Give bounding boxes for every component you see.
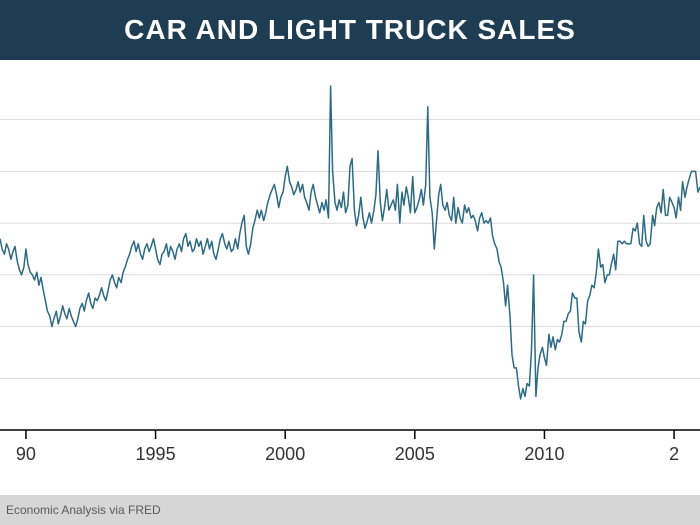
svg-text:90: 90 bbox=[16, 444, 36, 464]
chart-svg: 90 1995 2000 2005 2010 2 bbox=[0, 60, 700, 475]
svg-text:1995: 1995 bbox=[136, 444, 176, 464]
svg-text:2005: 2005 bbox=[395, 444, 435, 464]
source-text: Economic Analysis via FRED bbox=[6, 503, 161, 517]
title-bar: CAR AND LIGHT TRUCK SALES bbox=[0, 0, 700, 60]
plot-area: 90 1995 2000 2005 2010 2 bbox=[0, 60, 700, 475]
source-bar: Economic Analysis via FRED bbox=[0, 495, 700, 525]
chart-container: CAR AND LIGHT TRUCK SALES 90 1995 2000 2005… bbox=[0, 0, 700, 525]
chart-title: CAR AND LIGHT TRUCK SALES bbox=[124, 14, 576, 46]
svg-text:2000: 2000 bbox=[265, 444, 305, 464]
svg-text:2: 2 bbox=[669, 444, 679, 464]
svg-text:2010: 2010 bbox=[524, 444, 564, 464]
